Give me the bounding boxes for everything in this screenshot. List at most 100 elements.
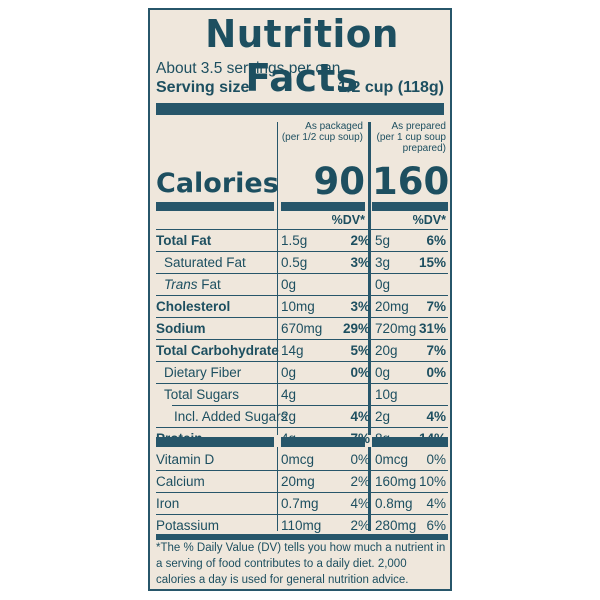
amount-packaged: 0g: [281, 365, 297, 380]
nutrient-name: Cholesterol: [156, 299, 231, 314]
amount-prepared: 20g: [375, 343, 398, 358]
amount-prepared: 160mg: [375, 474, 417, 489]
dv-packaged: 4%: [350, 409, 370, 424]
row-rule: [156, 514, 448, 515]
row-rule: [156, 273, 448, 274]
dv-header-col2: %DV*: [412, 213, 446, 227]
col-separator-1: [277, 122, 278, 435]
calories-divider: [156, 202, 274, 211]
col2-header-line1: As prepared: [391, 121, 446, 132]
nutrient-row-added-sugars: Incl. Added Sugars 2g 4% 2g 4%: [150, 406, 450, 427]
amount-packaged: 0.7mg: [281, 496, 319, 511]
dv-packaged: 2%: [350, 233, 370, 248]
dv-prepared: 4%: [426, 409, 446, 424]
serving-size: Serving size 1/2 cup (118g): [156, 79, 444, 97]
col1-header-line2: (per 1/2 cup soup): [281, 132, 363, 143]
vitamin-divider-col2: [372, 437, 448, 447]
amount-prepared: 3g: [375, 255, 391, 270]
nutrient-name: Total Fat: [156, 233, 212, 248]
calories-divider-col2: [372, 202, 448, 211]
dv-prepared: 7%: [426, 343, 446, 358]
daily-value-footnote: *The % Daily Value (DV) tells you how mu…: [156, 542, 446, 586]
amount-prepared: 0.8mg: [375, 496, 413, 511]
dv-packaged: 4%: [350, 496, 370, 511]
serving-size-label: Serving size: [156, 79, 250, 96]
vitamin-row-vitamin-d: Vitamin D 0mcg 0% 0mcg 0%: [150, 449, 450, 470]
amount-prepared: 0mcg: [375, 452, 409, 467]
dv-prepared: 6%: [426, 233, 446, 248]
amount-prepared: 280mg: [375, 518, 417, 533]
amount-prepared: 5g: [375, 233, 391, 248]
dv-header-col1: %DV*: [331, 213, 365, 227]
amount-prepared: 10g: [375, 387, 398, 402]
row-rule: [172, 405, 448, 406]
dv-prepared: 0%: [426, 452, 446, 467]
servings-per-container: About 3.5 servings per can: [156, 60, 341, 77]
nutrient-name: Trans Fat: [164, 274, 221, 295]
nutrient-row-sodium: Sodium 670mg 29% 720mg 31%: [150, 318, 450, 339]
row-rule: [156, 339, 448, 340]
nutrient-row-saturated-fat: Saturated Fat 0.5g 3% 3g 15%: [150, 252, 450, 273]
col2-header-line3: prepared): [402, 143, 446, 154]
amount-packaged: 20mg: [281, 474, 315, 489]
dv-prepared: 0%: [426, 365, 446, 380]
col1-header-line1: As packaged: [305, 121, 363, 132]
amount-packaged: 0mcg: [281, 452, 315, 467]
row-rule: [156, 317, 448, 318]
row-rule: [156, 383, 448, 384]
row-rule: [156, 229, 448, 230]
vitamin-name: Calcium: [156, 474, 205, 489]
dv-packaged: 2%: [350, 474, 370, 489]
nutrient-name: Total Carbohydrate: [156, 343, 279, 358]
amount-packaged: 0g: [281, 277, 297, 292]
dv-prepared: 15%: [418, 255, 446, 270]
dv-packaged: 2%: [350, 518, 370, 533]
col2-header: As prepared (per 1 cup soup prepared): [372, 121, 447, 154]
amount-packaged: 670mg: [281, 321, 323, 336]
nutrient-name: Total Sugars: [164, 387, 240, 402]
amount-packaged: 2g: [281, 409, 297, 424]
dv-prepared: 6%: [426, 518, 446, 533]
amount-prepared: 0g: [375, 365, 391, 380]
col1-header: As packaged (per 1/2 cup soup): [281, 121, 363, 143]
amount-packaged: 10mg: [281, 299, 315, 314]
amount-prepared: 20mg: [375, 299, 409, 314]
vitamin-name: Iron: [156, 496, 180, 511]
label-title: Nutrition Facts: [205, 12, 399, 100]
dv-packaged: 0%: [350, 452, 370, 467]
row-rule: [156, 427, 448, 428]
dv-prepared: 7%: [426, 299, 446, 314]
nutrient-row-total-sugars: Total Sugars 4g 10g: [150, 384, 450, 405]
nutrient-name: Dietary Fiber: [164, 365, 242, 380]
col-separator-1b: [277, 447, 278, 531]
vitamin-row-potassium: Potassium 110mg 2% 280mg 6%: [150, 515, 450, 536]
dv-prepared: 10%: [418, 474, 446, 489]
col2-header-line2: (per 1 cup soup: [376, 132, 447, 143]
vitamin-divider-col1: [281, 437, 365, 447]
row-rule: [156, 470, 448, 471]
calories-divider-col1: [281, 202, 365, 211]
vitamin-name: Potassium: [156, 518, 220, 533]
nutrient-name: Saturated Fat: [164, 255, 246, 270]
amount-prepared: 2g: [375, 409, 391, 424]
amount-packaged: 0.5g: [281, 255, 308, 270]
col-separator-2: [368, 122, 371, 435]
amount-packaged: 4g: [281, 387, 297, 402]
calories-packaged: 90: [313, 160, 366, 203]
dv-prepared: 4%: [426, 496, 446, 511]
amount-packaged: 14g: [281, 343, 304, 358]
nutrient-row-cholesterol: Cholesterol 10mg 3% 20mg 7%: [150, 296, 450, 317]
nutrition-label: Nutrition Facts About 3.5 servings per c…: [148, 8, 452, 591]
dv-packaged: 5%: [350, 343, 370, 358]
dv-prepared: 31%: [418, 321, 446, 336]
vitamin-divider: [156, 437, 274, 447]
calories-label: Calories: [156, 168, 279, 199]
nutrient-name-rest: Fat: [197, 277, 221, 292]
dv-packaged: 0%: [350, 365, 370, 380]
col-separator-2b: [368, 447, 371, 531]
dv-packaged: 3%: [350, 299, 370, 314]
serving-size-value: 1/2 cup (118g): [338, 79, 444, 96]
row-rule: [156, 492, 448, 493]
nutrient-row-trans-fat: Trans Fat 0g 0g: [150, 274, 450, 295]
row-rule: [156, 251, 448, 252]
